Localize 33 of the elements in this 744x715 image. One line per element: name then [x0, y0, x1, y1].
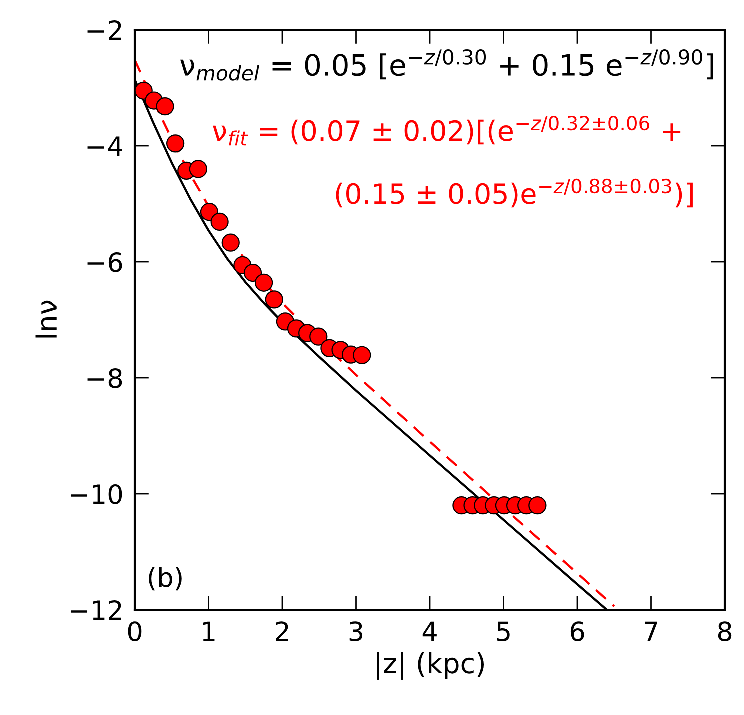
point — [135, 82, 153, 100]
y-tick-label: −4 — [88, 136, 122, 156]
x-tick-label: 0 — [128, 622, 142, 642]
x-tick-label: 2 — [276, 622, 288, 642]
x-tick-label: 5 — [497, 622, 510, 642]
point — [255, 274, 274, 292]
annotation: (b) — [149, 567, 182, 591]
x-axis-title: |z| (kpc) — [377, 652, 484, 680]
x-tick-label: 1 — [203, 622, 215, 642]
point — [166, 134, 185, 153]
point — [310, 328, 328, 346]
annotation: ν$_{model}$ = 0.05 [e$^{−z/0.30}$ + 0.15 e$^{−z/0.90}$] — [180, 49, 714, 81]
y-tick-label: −12 — [70, 600, 122, 620]
y-tick-label: −10 — [70, 484, 122, 504]
point — [156, 98, 174, 116]
x-tick-label: 6 — [570, 622, 584, 642]
point — [222, 234, 240, 252]
point — [189, 160, 208, 178]
y-tick-label: −6 — [88, 252, 122, 272]
point — [210, 212, 229, 232]
point — [265, 290, 284, 309]
annotation: (0.15 ± 0.05)e$^{−z/0.88±0.03}$)] — [336, 178, 693, 208]
y-axis-title: lnν — [36, 300, 57, 338]
x-tick-label: 8 — [718, 622, 732, 642]
x-tick-label: 4 — [422, 622, 437, 642]
y-tick-label: −8 — [88, 368, 122, 388]
point — [353, 346, 372, 364]
x-tick-label: 7 — [645, 622, 658, 642]
y-tick-label: −2 — [88, 20, 122, 40]
x-tick-label: 3 — [350, 622, 363, 642]
annotation: ν$_{fit}$ = (0.07 ± 0.02)[(e$^{−z/0.32±0.06}$ + — [213, 116, 681, 146]
point — [244, 264, 262, 282]
point — [528, 496, 547, 515]
